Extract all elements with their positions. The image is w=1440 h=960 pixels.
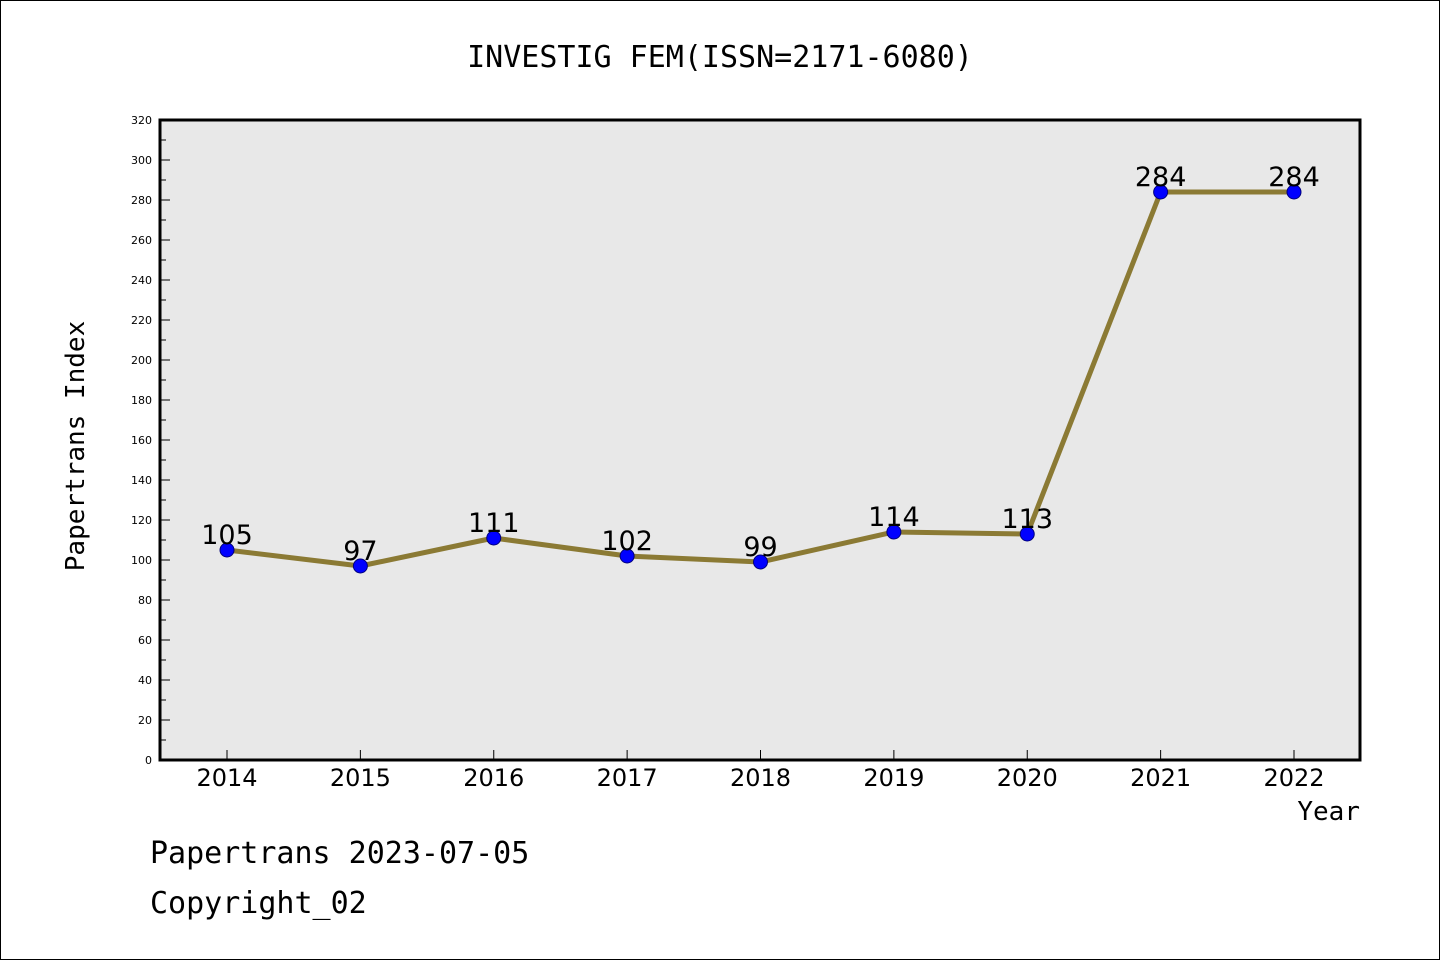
y-tick-label: 0 [145,754,152,767]
data-point [1019,526,1035,542]
x-tick-label: 2020 [997,764,1058,792]
data-point [352,558,368,574]
data-label: 284 [1135,162,1187,193]
plot-area [158,118,1362,762]
y-tick-label: 200 [131,354,152,367]
x-tick-label: 2018 [730,764,791,792]
x-axis: 2014 2015 2016 2017 2018 2019 2020 2021 2022 [196,750,1325,792]
y-tick-label: 280 [131,194,152,207]
x-tick-label: 2014 [196,764,257,792]
data-point [486,530,502,546]
data-label: 111 [468,508,520,539]
data-label: 97 [343,536,377,567]
y-tick-label: 220 [131,314,152,327]
x-tick-label: 2016 [463,764,524,792]
data-label: 99 [743,532,777,563]
y-tick-label: 140 [131,474,152,487]
x-axis-label: Year [1297,797,1360,827]
y-tick-label: 80 [138,594,152,607]
data-label: 113 [1001,504,1053,535]
x-tick-label: 2022 [1263,764,1324,792]
data-point [1286,184,1302,200]
y-tick-label: 100 [131,554,152,567]
y-tick-label: 260 [131,234,152,247]
data-label: 105 [201,520,253,551]
data-label: 102 [601,526,653,557]
x-tick-label: 2021 [1130,764,1191,792]
y-tick-label: 240 [131,274,152,287]
y-tick-label: 160 [131,434,152,447]
data-point [753,554,768,570]
data-point [219,542,235,558]
data-label: 284 [1268,162,1320,193]
y-tick-label: 60 [138,634,152,647]
footer-date-line: Papertrans 2023-07-05 [150,836,530,871]
x-tick-label: 2019 [863,764,924,792]
y-tick-label: 120 [131,514,152,527]
series-group: 105 97 111 102 99 114 113 284 284 [201,162,1320,574]
y-axis-label: Papertrans Index [61,321,91,571]
x-tick-label: 2015 [330,764,391,792]
y-axis: 0 20 40 60 80 100 120 140 160 180 200 220 240 260 280 3… [131,114,170,767]
y-tick-label: 300 [131,154,152,167]
data-label: 114 [868,502,920,533]
data-point [886,524,902,540]
y-tick-label: 20 [138,714,152,727]
y-tick-label: 180 [131,394,152,407]
y-tick-label: 320 [131,114,152,127]
data-point [619,548,635,564]
chart-title: INVESTIG FEM(ISSN=2171-6080) [467,40,973,75]
data-point [1153,184,1169,200]
x-tick-label: 2017 [597,764,658,792]
y-tick-label: 40 [138,674,152,687]
footer-copyright-line: Copyright_02 [150,886,367,921]
